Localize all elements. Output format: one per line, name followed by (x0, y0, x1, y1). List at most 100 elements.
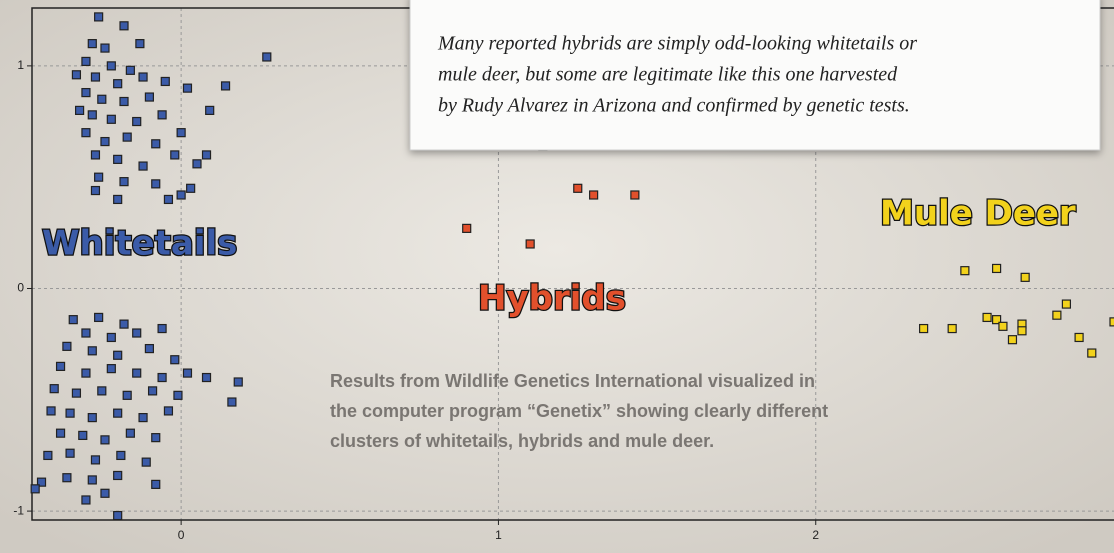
point (100, 43, 110, 53)
point (144, 343, 155, 354)
point (116, 450, 126, 461)
point (94, 12, 104, 22)
point (113, 470, 123, 481)
point (151, 433, 161, 443)
point (462, 223, 472, 233)
point (157, 372, 167, 383)
point (106, 114, 116, 124)
point (122, 390, 132, 400)
point (1087, 348, 1097, 358)
point (151, 479, 161, 489)
point (71, 70, 82, 80)
point (1109, 317, 1114, 327)
note-box (409, 0, 1101, 151)
point (262, 52, 272, 62)
point (62, 341, 72, 351)
x-tick-label: 0 (178, 528, 185, 542)
point (1017, 326, 1027, 336)
cluster-label: Whitetails (42, 224, 237, 264)
point (132, 368, 142, 378)
point (220, 81, 231, 91)
point (90, 185, 101, 196)
point (94, 312, 104, 323)
point (81, 87, 91, 98)
point (144, 92, 155, 102)
point (71, 388, 82, 398)
point (30, 484, 40, 494)
point (119, 96, 129, 107)
point (186, 183, 196, 193)
point (81, 328, 91, 338)
point (36, 477, 47, 487)
point (43, 450, 53, 461)
point (119, 319, 129, 329)
point (113, 154, 123, 164)
point (90, 72, 101, 82)
point (122, 132, 132, 142)
point (81, 495, 91, 505)
point (81, 368, 91, 378)
point (62, 473, 72, 483)
point (135, 39, 145, 49)
point (55, 428, 66, 438)
point (100, 435, 110, 445)
point (141, 457, 151, 467)
point (982, 312, 992, 323)
x-tick-label: 1 (495, 528, 502, 542)
point (525, 239, 535, 249)
point (201, 372, 212, 383)
point (46, 406, 56, 416)
note-line: by Rudy Alvarez in Arizona and confirmed… (438, 95, 910, 117)
x-tick-label: 2 (812, 528, 819, 542)
point (151, 139, 161, 149)
point (113, 194, 123, 205)
point (998, 321, 1008, 331)
point (947, 323, 957, 334)
point (113, 79, 123, 89)
point (78, 430, 88, 441)
point (81, 56, 91, 67)
point (1061, 299, 1072, 309)
cluster-label: Mule Deer (880, 194, 1076, 234)
y-tick-label: -1 (13, 503, 24, 517)
point (176, 190, 186, 200)
point (589, 190, 599, 200)
point (157, 110, 167, 120)
point (100, 488, 110, 498)
point (176, 128, 186, 138)
note-line: mule deer, but some are legitimate like … (438, 64, 898, 86)
point (960, 266, 970, 276)
point (132, 328, 142, 338)
point (233, 377, 243, 387)
caption-line: clusters of whitetails, hybrids and mule… (330, 431, 714, 451)
caption-line: the computer program “Genetix” showing c… (330, 401, 828, 421)
point (90, 455, 101, 465)
point (106, 61, 116, 71)
point (100, 136, 110, 147)
point (151, 179, 161, 189)
point (919, 323, 929, 334)
point (991, 315, 1002, 325)
point (65, 448, 75, 458)
point (125, 65, 135, 75)
point (81, 128, 91, 138)
y-tick-label: 0 (17, 281, 24, 295)
point (87, 475, 97, 485)
y-tick-label: 1 (17, 58, 24, 72)
point (138, 72, 148, 82)
note-line: Many reported hybrids are simply odd-loo… (437, 33, 917, 55)
point (173, 390, 183, 400)
point (227, 397, 237, 407)
point (125, 428, 135, 438)
point (205, 105, 215, 116)
point (94, 172, 104, 182)
point (138, 161, 148, 171)
point (182, 83, 193, 93)
point (68, 315, 78, 325)
point (87, 413, 97, 423)
point (163, 406, 174, 416)
point (106, 332, 116, 343)
point (119, 177, 129, 187)
point (113, 510, 123, 521)
